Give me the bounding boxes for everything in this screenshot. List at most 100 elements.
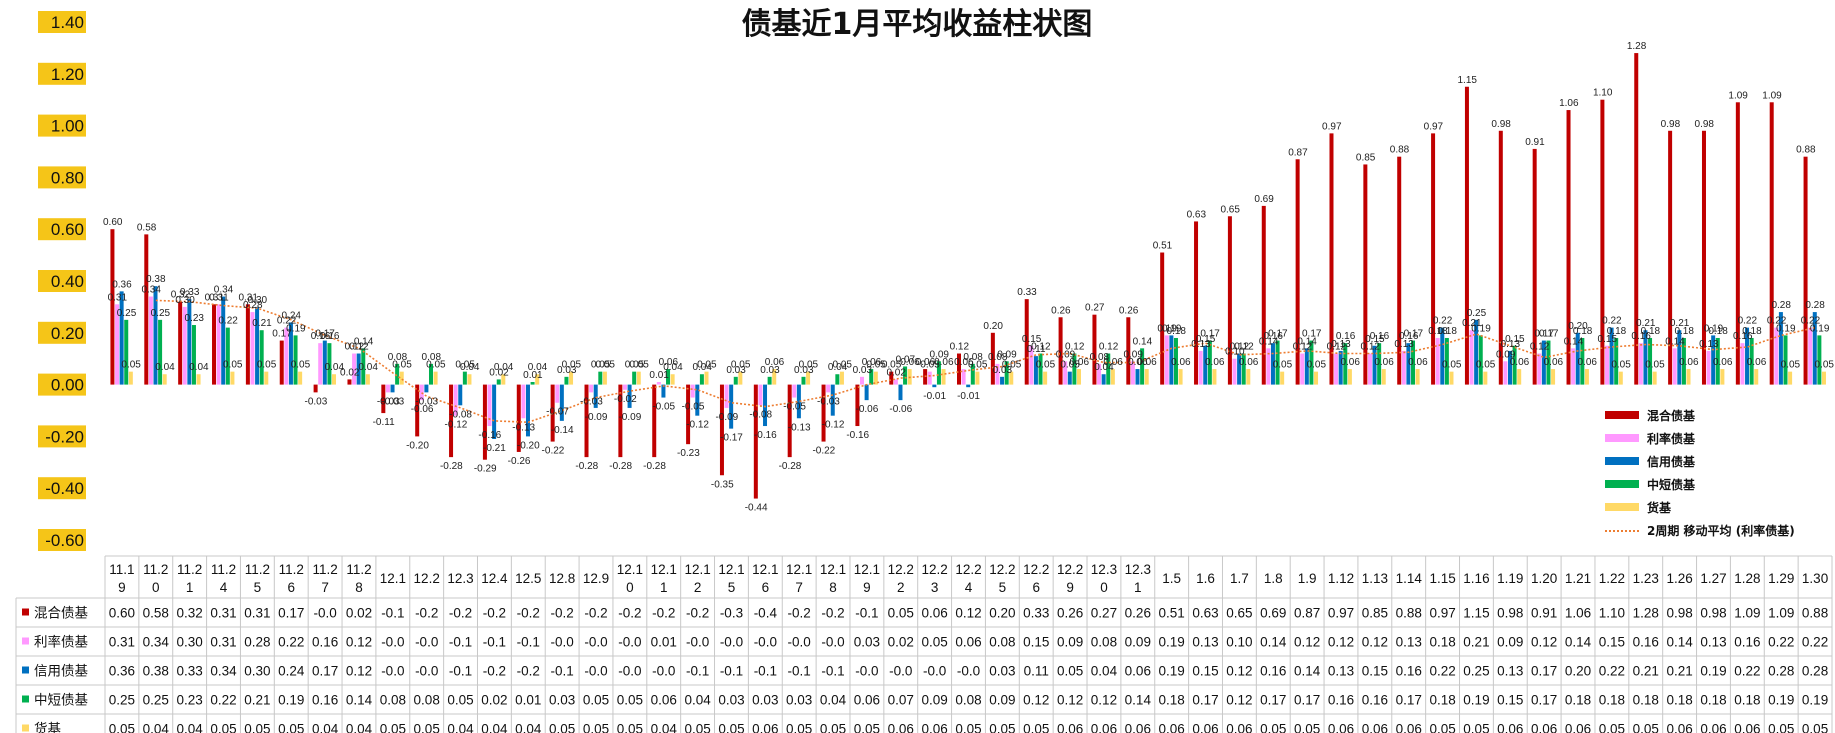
data-label: 0.06 [1137,357,1157,368]
x-tick-label: 12.1 [684,562,710,577]
data-label: -0.17 [720,433,743,444]
bar [1706,350,1711,385]
table-cell: 0.31 [210,635,236,650]
data-label: 0.27 [1085,303,1105,314]
x-tick-label: 5 [254,580,262,595]
table-cell: 0.97 [1429,606,1455,621]
data-label: 0.05 [833,360,853,371]
data-label: -0.21 [483,443,506,454]
table-cell: 0.32 [177,606,203,621]
table-cell: -0.0 [313,606,336,621]
table-cell: 0.09 [1125,635,1151,650]
table-cell: 0.17 [1192,693,1218,708]
table-cell: 0.05 [210,722,236,733]
bar [927,371,932,385]
bar [225,327,230,385]
x-tick-label: 5 [728,580,736,595]
bar [182,306,187,385]
bar [1774,327,1779,385]
data-label: 0.26 [1119,305,1139,316]
data-label: 0.30 [248,295,268,306]
data-label: 0.05 [1307,360,1327,371]
bar [288,322,293,385]
x-tick-label: 12.2 [1023,562,1049,577]
x-tick-label: 2 [694,580,702,595]
data-label: 0.58 [137,222,157,233]
table-cell: 0.20 [989,606,1015,621]
data-label: 0.33 [1017,287,1037,298]
bar [1541,340,1546,385]
bar [1783,335,1788,385]
table-cell: -0.0 [415,635,438,650]
data-label: 0.22 [1801,316,1821,327]
data-label: -0.12 [822,420,845,431]
bar [957,353,961,385]
data-label: 0.04 [663,362,683,373]
table-cell: 0.08 [380,693,406,708]
bar [1314,371,1319,385]
bar [932,384,937,388]
trendline [155,299,1816,424]
bar [1164,335,1169,385]
data-label: 0.14 [1297,336,1317,347]
y-tick-highlight [38,270,86,292]
data-label: 0.32 [171,290,191,301]
table-legend-key [22,724,29,732]
bar [1140,348,1145,385]
table-cell: 0.04 [515,722,542,733]
data-label: 0.06 [1679,357,1699,368]
y-tick-label: 0.80 [51,168,84,187]
table-cell: 0.25 [109,693,135,708]
table-cell: -0.0 [957,664,980,679]
data-label: 0.05 [392,360,412,371]
table-cell: 1.15 [1463,606,1489,621]
data-label: 0.16 [1399,331,1419,342]
chart-title: 债基近1月平均收益柱状图 [742,7,1093,42]
table-cell: 0.08 [989,635,1015,650]
data-label: 0.04 [189,362,209,373]
bar [636,371,641,385]
bar [385,384,390,393]
bar [1643,330,1648,385]
bar [1058,317,1063,385]
data-label: 1.10 [1593,88,1613,99]
bar [1672,348,1677,385]
table-cell: 0.38 [143,664,169,679]
bar [1551,369,1556,385]
bar [806,371,811,385]
table-cell: 0.19 [1700,664,1726,679]
bar [893,379,898,385]
x-tick-label: 11.2 [245,562,270,577]
bar [1144,369,1149,385]
data-label: 0.05 [1002,360,1022,371]
table-cell: 0.12 [1531,635,1557,650]
bar [1004,361,1009,385]
data-label: 0.17 [1200,329,1220,340]
x-tick-label: 12.2 [414,571,440,586]
table-cell: 0.14 [1666,635,1693,650]
x-tick-label: 1.23 [1633,571,1659,586]
bar [381,384,386,414]
table-series-name: 货基 [34,721,61,733]
x-tick-label: 8 [355,580,363,595]
table-cell: -0.0 [551,635,574,650]
bar [618,384,623,458]
table-cell: 0.05 [955,722,981,733]
table-cell: 0.60 [109,606,135,621]
table-cell: 0.15 [1599,635,1625,650]
data-label: 0.04 [460,362,480,373]
data-label: 0.85 [1356,152,1376,163]
table-cell: 0.03 [549,693,575,708]
bar [1435,337,1440,385]
bar [535,374,540,385]
data-label: 0.09 [1056,349,1076,360]
table-cell: 0.05 [380,722,406,733]
table-cell: 0.22 [210,693,236,708]
bar [704,371,709,385]
data-label: 0.97 [1424,121,1444,132]
table-cell: 0.91 [1531,606,1557,621]
data-label: -0.13 [512,422,535,433]
data-label: 0.12 [1327,342,1347,353]
data-label: 0.02 [340,367,360,378]
